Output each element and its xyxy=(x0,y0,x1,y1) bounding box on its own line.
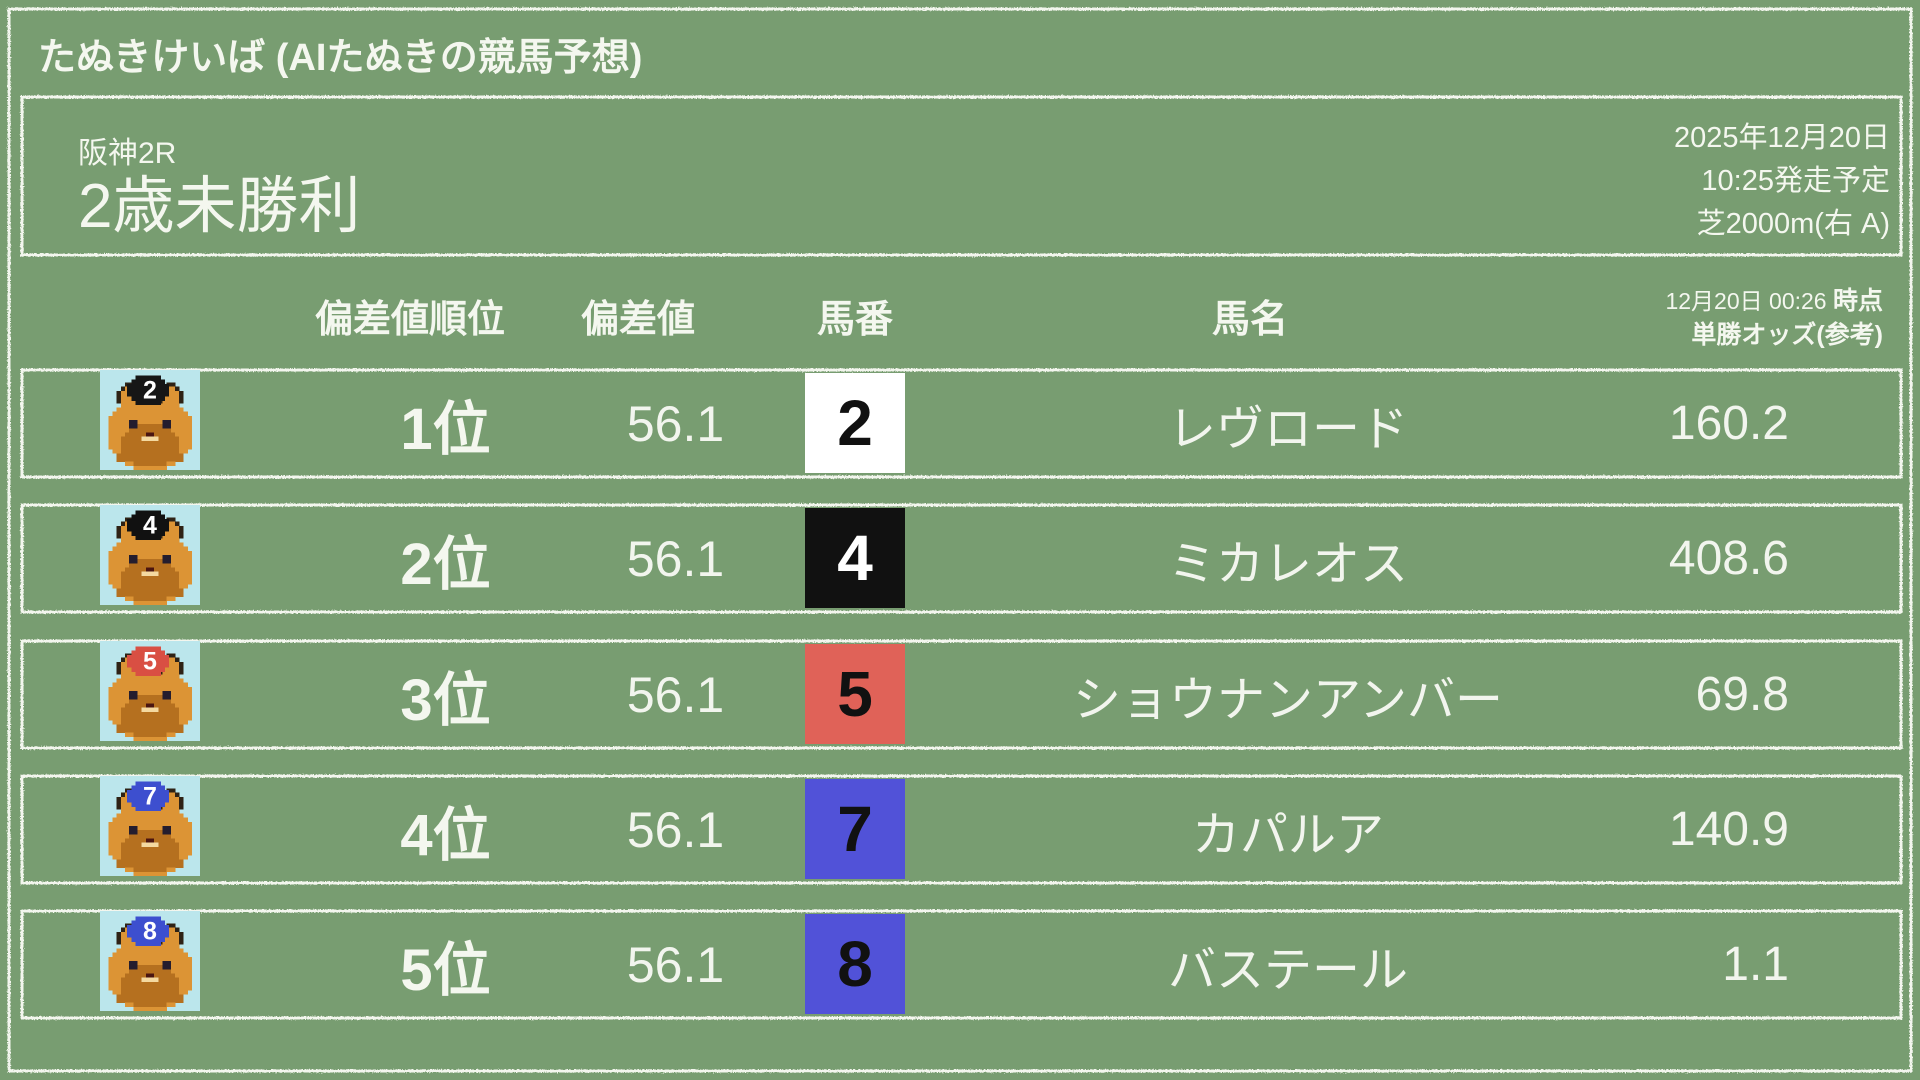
svg-text:7: 7 xyxy=(143,783,157,811)
svg-text:4: 4 xyxy=(143,512,157,540)
svg-text:2: 2 xyxy=(143,377,157,405)
svg-text:5: 5 xyxy=(143,648,157,676)
svg-text:8: 8 xyxy=(143,918,157,946)
